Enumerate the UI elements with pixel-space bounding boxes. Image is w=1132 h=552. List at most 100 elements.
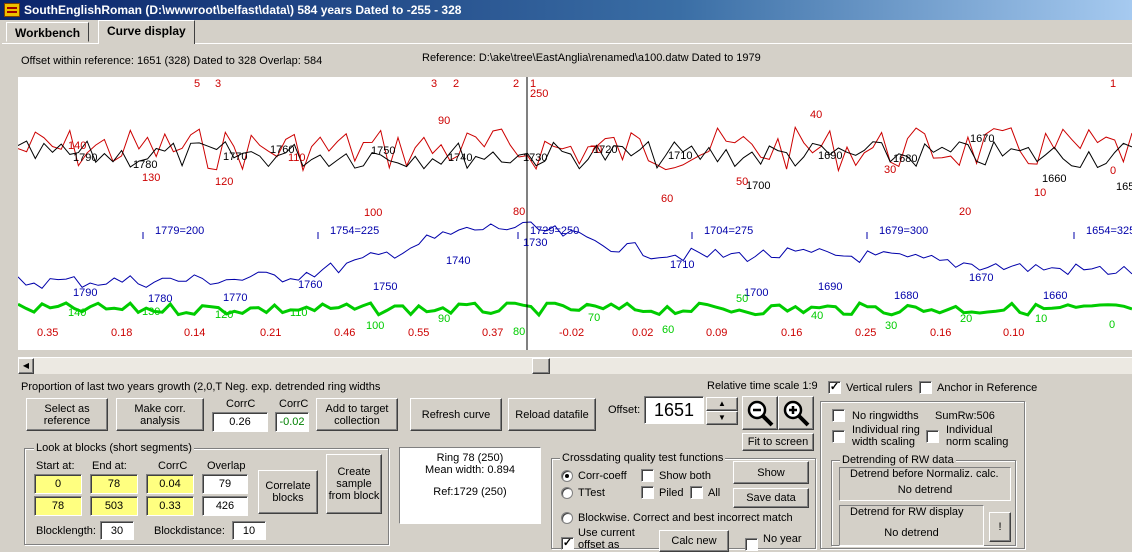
fit-to-screen-button[interactable]: Fit to screen: [742, 433, 814, 451]
individual-ring-label: Individual ring width scaling: [852, 424, 920, 448]
use-current-checkbox[interactable]: ✓: [561, 537, 574, 550]
no-ringwidths-checkbox[interactable]: [832, 409, 845, 422]
header-start: Start at:: [36, 460, 75, 472]
blockwise-label: Blockwise. Correct and best incorrect ma…: [578, 512, 793, 524]
ttest-label: TTest: [578, 487, 605, 499]
scrollbar-thumb[interactable]: [532, 358, 550, 374]
blockdistance-label: Blockdistance:: [154, 525, 225, 537]
mid-label: 1704=275: [704, 225, 753, 237]
ring-info-line1: Ring 78 (250): [436, 452, 504, 464]
block1-corrc-field: 0.04: [146, 474, 194, 494]
upper-black-label: 1720: [593, 144, 617, 156]
detrend-bang-button[interactable]: !: [989, 512, 1011, 542]
zoom-out-icon[interactable]: [742, 396, 778, 430]
detrend-before-box[interactable]: Detrend before Normaliz. calc. No detren…: [839, 467, 1011, 501]
header-overlap: Overlap: [207, 460, 246, 472]
block1-start-field[interactable]: 0: [34, 474, 82, 494]
upper-red-label: 140: [68, 140, 86, 152]
block1-end-field[interactable]: 78: [90, 474, 138, 494]
reload-datafile-button[interactable]: Reload datafile: [508, 398, 596, 431]
upper-black-label: 165: [1116, 181, 1132, 193]
offset-up-icon[interactable]: ▲: [706, 397, 738, 411]
show-both-checkbox[interactable]: [641, 469, 654, 482]
lower-green-label: 0: [1109, 319, 1115, 331]
corr-value-label: 0.25: [855, 327, 876, 339]
lower-blue-label: 1790: [73, 287, 97, 299]
ring-info-line3: Ref:1729 (250): [433, 486, 507, 498]
corr-coeff-radio[interactable]: [561, 470, 573, 482]
calc-new-button[interactable]: Calc new: [659, 530, 729, 552]
lower-blue-label: 1680: [894, 290, 918, 302]
tab-curve-display[interactable]: Curve display: [98, 20, 195, 44]
select-reference-button[interactable]: Select as reference: [26, 398, 108, 431]
anchor-checkbox[interactable]: [919, 381, 932, 394]
detrend-for-box[interactable]: Detrend for RW display No detrend: [839, 505, 984, 546]
ring-info-box: Ring 78 (250) Mean width: 0.894 Ref:1729…: [399, 447, 541, 524]
upper-black-label: 1740: [448, 152, 472, 164]
anchor-label: Anchor in Reference: [937, 382, 1038, 394]
block1-overlap-field: 79: [202, 474, 248, 494]
corr-value-label: 0.14: [184, 327, 205, 339]
refresh-curve-button[interactable]: Refresh curve: [410, 398, 502, 431]
block2-end-field[interactable]: 503: [90, 496, 138, 516]
blockwise-radio[interactable]: [561, 512, 573, 524]
ttest-radio[interactable]: [561, 487, 573, 499]
blocklength-field[interactable]: 30: [100, 521, 134, 540]
offset-info: Offset within reference: 1651 (328) Date…: [21, 55, 323, 67]
all-checkbox[interactable]: [690, 486, 703, 499]
create-sample-button[interactable]: Create sample from block: [326, 454, 382, 514]
corr-value-label: 0.02: [632, 327, 653, 339]
vertical-rulers-checkbox[interactable]: ✓: [828, 381, 841, 394]
lower-green-label: 90: [438, 313, 450, 325]
top-red-label: 1: [1110, 78, 1116, 90]
no-year-label: No year: [763, 533, 802, 545]
upper-black-label: 1780: [133, 159, 157, 171]
piled-label: Piled: [659, 487, 684, 499]
app-icon: [4, 3, 20, 17]
lower-green-label: 70: [588, 312, 600, 324]
detrend-before-value: No detrend: [897, 484, 953, 496]
corr-value-label: 0.55: [408, 327, 429, 339]
upper-red-label: 10: [1034, 187, 1046, 199]
make-corr-analysis-button[interactable]: Make corr. analysis: [116, 398, 204, 431]
corr-value-label: -0.02: [559, 327, 584, 339]
top-red-label: 3: [431, 78, 437, 90]
show-button[interactable]: Show: [733, 461, 809, 484]
corr-value-label: 0.16: [781, 327, 802, 339]
corrc-field-1: 0.26: [212, 412, 268, 432]
mid-label: 1779=200: [155, 225, 204, 237]
blockdistance-field[interactable]: 10: [232, 521, 266, 540]
lower-blue-label: 1750: [373, 281, 397, 293]
detrend-group-title: Detrending of RW data: [840, 454, 956, 466]
upper-black-label: 1660: [1042, 173, 1066, 185]
no-ringwidths-label: No ringwidths: [852, 410, 919, 422]
tab-workbench[interactable]: Workbench: [6, 22, 90, 42]
header-end: End at:: [92, 460, 127, 472]
block2-overlap-field: 426: [202, 496, 248, 516]
no-year-checkbox[interactable]: [745, 538, 758, 551]
lower-blue-label: 1770: [223, 292, 247, 304]
zoom-in-icon[interactable]: [778, 396, 814, 430]
individual-ring-checkbox[interactable]: [832, 430, 845, 443]
scroll-left-arrow-icon[interactable]: ◀: [18, 358, 34, 374]
show-both-label: Show both: [659, 470, 711, 482]
offset-field[interactable]: 1651: [644, 396, 704, 424]
offset-down-icon[interactable]: ▼: [706, 411, 738, 425]
save-data-button[interactable]: Save data: [733, 488, 809, 508]
block2-start-field[interactable]: 78: [34, 496, 82, 516]
lower-green-label: 140: [68, 307, 86, 319]
mid-label: 1754=225: [330, 225, 379, 237]
upper-black-label: 1690: [818, 150, 842, 162]
piled-checkbox[interactable]: [641, 486, 654, 499]
upper-red-label: 40: [810, 109, 822, 121]
upper-red-label: 20: [959, 206, 971, 218]
correlate-blocks-button[interactable]: Correlate blocks: [258, 470, 318, 514]
lower-green-label: 10: [1035, 313, 1047, 325]
add-target-button[interactable]: Add to target collection: [316, 398, 398, 431]
individual-norm-checkbox[interactable]: [926, 430, 939, 443]
header-corrc: CorrC: [158, 460, 188, 472]
horizontal-scrollbar[interactable]: ◀: [18, 357, 1132, 374]
top-red-label: 2: [513, 78, 519, 90]
upper-black-label: 1680: [893, 153, 917, 165]
